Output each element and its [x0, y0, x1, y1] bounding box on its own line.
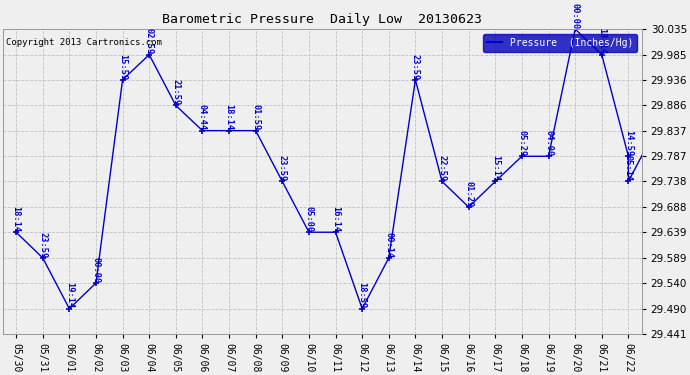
Text: 02:59: 02:59 [145, 28, 154, 55]
Text: 04:44: 04:44 [198, 104, 207, 130]
Text: 23:59: 23:59 [411, 54, 420, 80]
Text: 05:29: 05:29 [518, 130, 526, 156]
Text: Copyright 2013 Cartronics.com: Copyright 2013 Cartronics.com [6, 38, 162, 47]
Text: 18:59: 18:59 [357, 282, 366, 309]
Text: 15:14: 15:14 [491, 155, 500, 182]
Text: 16:14: 16:14 [331, 206, 340, 232]
Text: 01:14: 01:14 [0, 374, 1, 375]
Text: 05:14: 05:14 [624, 155, 633, 182]
Text: 01:29: 01:29 [464, 181, 473, 207]
Text: 15:59: 15:59 [118, 54, 127, 80]
Text: 14:59: 14:59 [624, 130, 633, 156]
Text: 05:00: 05:00 [304, 206, 313, 232]
Text: 00:00: 00:00 [571, 3, 580, 29]
Text: 23:59: 23:59 [38, 232, 47, 258]
Legend: Pressure  (Inches/Hg): Pressure (Inches/Hg) [483, 34, 637, 52]
Text: 23:59: 23:59 [278, 155, 287, 182]
Text: 18:14: 18:14 [12, 206, 21, 232]
Text: 18:14: 18:14 [224, 104, 233, 130]
Text: 04:00: 04:00 [544, 130, 553, 156]
Text: 00:00: 00:00 [92, 257, 101, 283]
Text: 22:59: 22:59 [437, 155, 446, 182]
Text: 01:59: 01:59 [251, 104, 260, 130]
Text: 18:14: 18:14 [598, 28, 607, 55]
Text: 21:59: 21:59 [171, 79, 180, 105]
Text: 19:14: 19:14 [65, 282, 74, 309]
Text: 00:14: 00:14 [384, 232, 393, 258]
Title: Barometric Pressure  Daily Low  20130623: Barometric Pressure Daily Low 20130623 [162, 13, 482, 27]
